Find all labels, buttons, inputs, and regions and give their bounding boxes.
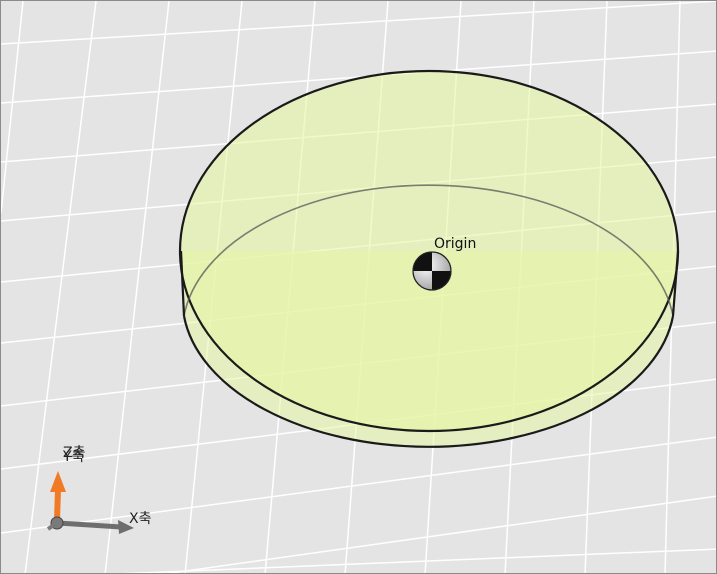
origin-label: Origin — [434, 236, 476, 252]
origin-marker-icon[interactable] — [413, 252, 451, 290]
cylinder-top-face — [180, 71, 678, 431]
axis-label-x: X축 — [129, 511, 152, 527]
axis-label-z: Z축 — [63, 445, 86, 461]
axis-triad-icon — [48, 471, 134, 534]
